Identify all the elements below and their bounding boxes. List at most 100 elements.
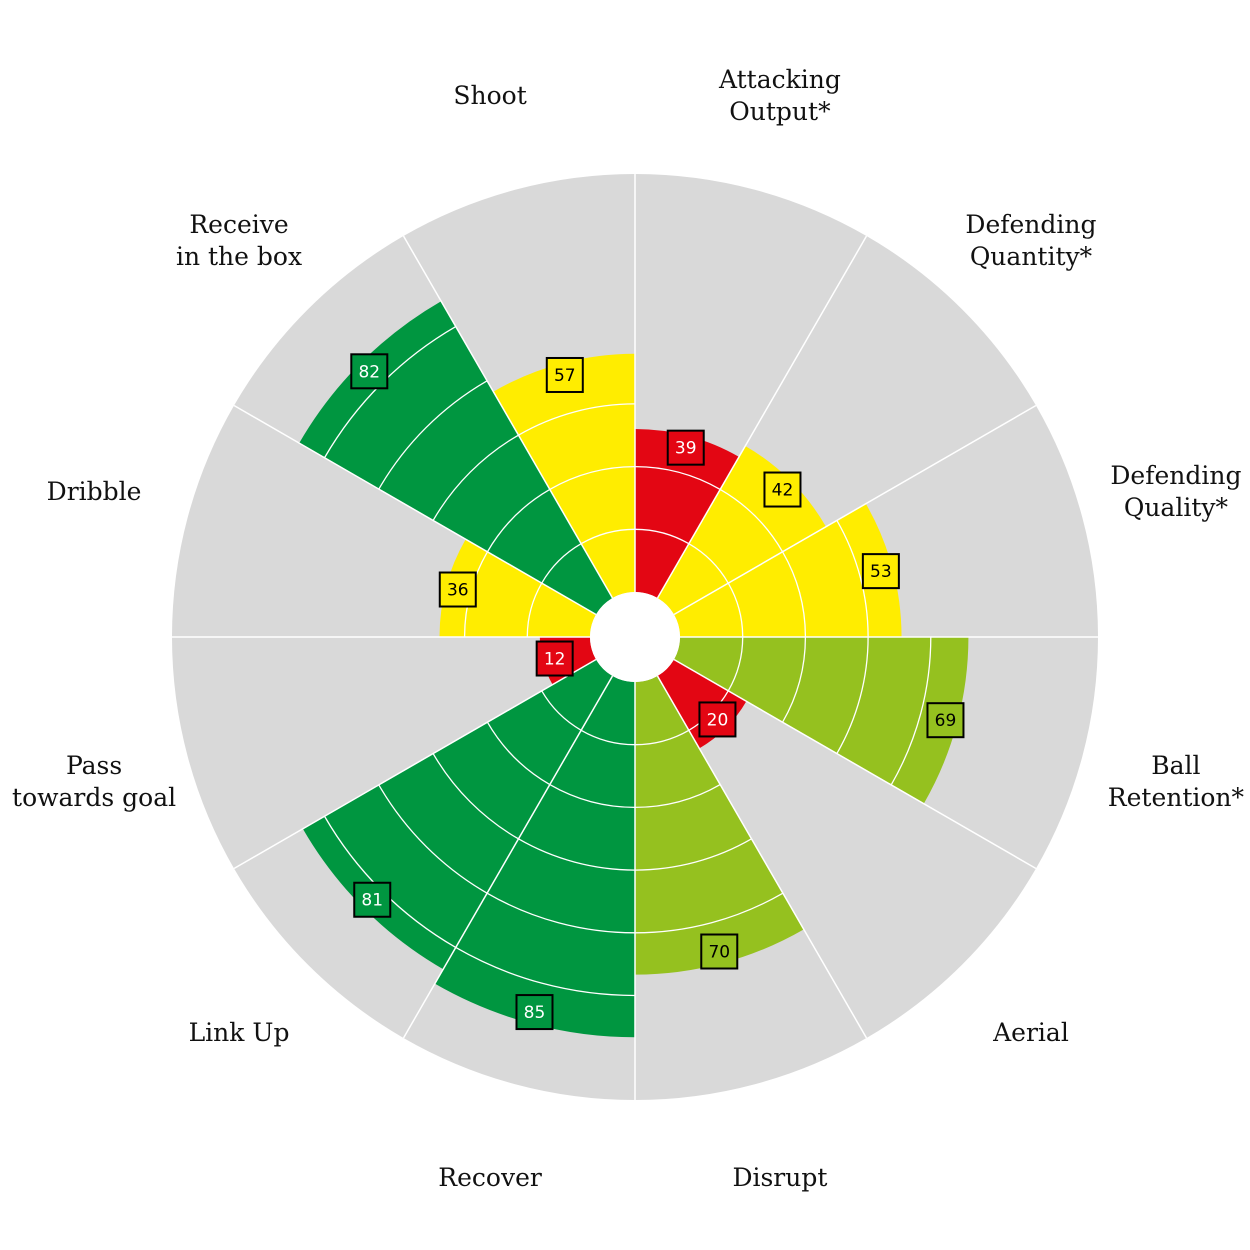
value-label: 70 xyxy=(700,933,739,970)
ring-gridline xyxy=(634,465,721,490)
value-label-box xyxy=(926,702,965,739)
sector-separator xyxy=(233,658,597,870)
value-label-box xyxy=(698,701,737,738)
ring-gridline xyxy=(634,528,690,545)
value-label-box xyxy=(763,471,802,508)
ring-gridline xyxy=(549,465,636,490)
ring-gridline xyxy=(836,520,869,638)
ring-gridline xyxy=(727,582,744,638)
value-label: 39 xyxy=(666,429,705,466)
bar-shoot xyxy=(493,353,635,599)
value-label-box xyxy=(350,353,389,390)
ring-gridline xyxy=(634,729,690,746)
ring-gridline xyxy=(634,892,784,934)
value-label: 53 xyxy=(861,553,900,590)
value-label-text: 81 xyxy=(361,891,383,911)
center-hole-circle xyxy=(590,592,680,682)
value-label-text: 39 xyxy=(675,439,697,459)
bar-ball-retention xyxy=(673,637,969,804)
category-label: Attacking Output* xyxy=(718,65,841,126)
sector-separator xyxy=(402,675,614,1039)
value-label-text: 20 xyxy=(707,710,729,730)
value-labels: 39 42 53 69 20 70 85 81 12 36 82 57 xyxy=(350,353,965,1031)
value-label-box xyxy=(666,429,705,466)
value-label-box xyxy=(438,571,477,608)
value-label-box xyxy=(353,881,392,918)
sector-separator xyxy=(656,235,868,599)
ring-gridline xyxy=(727,636,744,692)
ring-gridline xyxy=(580,729,636,746)
background-wedge xyxy=(172,637,597,869)
category-label: Receive in the box xyxy=(176,210,302,271)
value-label-text: 85 xyxy=(524,1003,546,1023)
category-label: Ball Retention* xyxy=(1108,751,1245,812)
ring-gridline xyxy=(486,892,636,934)
category-label: Defending Quality* xyxy=(1110,461,1241,522)
value-label-box xyxy=(515,994,554,1031)
ring-gridline xyxy=(688,543,729,584)
value-label-text: 70 xyxy=(708,943,730,963)
ring-gridline xyxy=(719,488,784,553)
bar-defending-quality xyxy=(673,503,902,637)
bar-recover xyxy=(434,675,635,1038)
category-label: Pass towards goal xyxy=(12,751,176,812)
ring-gridline xyxy=(549,784,636,809)
value-label-text: 57 xyxy=(554,366,576,386)
value-label: 85 xyxy=(515,994,554,1031)
value-label: 42 xyxy=(763,471,802,508)
ring-gridline xyxy=(432,434,519,521)
ring-gridline xyxy=(432,753,519,840)
ring-gridline xyxy=(782,636,807,723)
value-label-text: 53 xyxy=(870,562,892,582)
value-label-box xyxy=(545,356,584,393)
value-label-text: 12 xyxy=(544,650,566,670)
value-label: 36 xyxy=(438,571,477,608)
ring-gridline xyxy=(378,784,488,894)
ring-gridline xyxy=(634,784,721,809)
ring-gridline xyxy=(486,721,551,786)
background-wedge xyxy=(657,659,1036,1038)
ring-gridline xyxy=(486,488,551,553)
category-label: Aerial xyxy=(992,1018,1069,1047)
category-label: Defending Quantity* xyxy=(965,210,1096,271)
bar-disrupt xyxy=(635,675,804,975)
ring-gridline xyxy=(526,582,543,638)
sector-separator xyxy=(402,235,614,599)
value-label-text: 82 xyxy=(358,362,380,382)
value-label: 82 xyxy=(350,353,389,390)
ring-gridline xyxy=(378,380,488,490)
value-label-text: 36 xyxy=(447,581,469,601)
value-label-box xyxy=(861,553,900,590)
value-label: 12 xyxy=(535,640,574,677)
sector-separators xyxy=(172,174,1098,1100)
bar-attacking-output xyxy=(635,428,740,599)
category-label: Link Up xyxy=(189,1018,290,1047)
ring-gridline xyxy=(890,636,932,786)
value-label: 20 xyxy=(698,701,737,738)
ring-gridline xyxy=(541,690,582,731)
ring-gridline xyxy=(541,543,582,584)
value-label-box xyxy=(535,640,574,677)
sector-separator xyxy=(673,658,1037,870)
ring-gridline xyxy=(634,838,752,871)
category-label: Disrupt xyxy=(732,1163,827,1192)
value-label-box xyxy=(700,933,739,970)
ring-gridline xyxy=(580,528,636,545)
value-label: 69 xyxy=(926,702,965,739)
sector-separator xyxy=(233,404,597,616)
ring-gridline xyxy=(455,946,636,997)
center-hole xyxy=(590,592,680,682)
category-labels: Attacking Output* Defending Quantity* Defend… xyxy=(12,65,1245,1192)
value-label: 81 xyxy=(353,881,392,918)
category-label: Dribble xyxy=(47,477,142,506)
ring-gridline xyxy=(518,838,636,871)
sector-separator xyxy=(673,404,1037,616)
ring-gridline xyxy=(836,636,869,754)
ring-gridline xyxy=(782,551,807,638)
sector-separator xyxy=(656,675,868,1039)
ring-gridline xyxy=(518,403,636,436)
value-label-text: 42 xyxy=(772,481,794,501)
category-label: Shoot xyxy=(453,81,526,110)
